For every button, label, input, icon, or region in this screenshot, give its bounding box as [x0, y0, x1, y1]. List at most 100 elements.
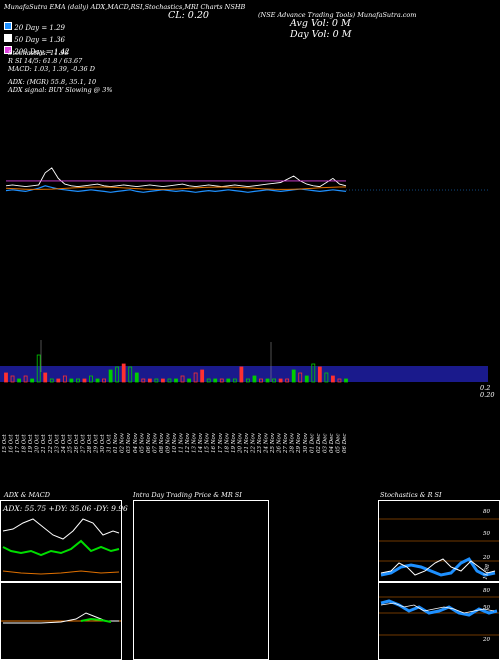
legend-item-20day: 20 Day = 1.29	[4, 22, 69, 32]
x-tick-label-47: 01 Dec	[309, 434, 315, 454]
ticker-note: (NSE Advance Trading Tools) MunafaSutra.…	[258, 11, 417, 19]
x-tick-label-44: 28 Nov	[290, 432, 296, 454]
adx-lines	[2, 518, 120, 575]
x-tick-label-25: 09 Nov	[165, 432, 171, 453]
macd-panel	[0, 582, 122, 660]
candle-45	[298, 372, 303, 383]
price-axis-top: 0.2	[480, 384, 491, 392]
candle-51	[337, 378, 342, 383]
x-tick-label-1: 16 Oct	[9, 434, 15, 453]
candle-11	[76, 378, 80, 383]
rsi-tick-80: 80	[483, 588, 490, 594]
x-tick-label-8: 23 Oct	[54, 434, 60, 454]
x-tick-label-49: 03 Dec	[322, 434, 328, 454]
stoch-lines	[379, 518, 499, 577]
candle-46	[304, 375, 309, 383]
candle-28	[187, 378, 191, 383]
candle-27	[180, 375, 185, 383]
candle-19	[128, 366, 133, 383]
candle-48	[317, 366, 322, 383]
candle-35	[232, 378, 237, 383]
adx-panel: ADX: 55.75 +DY: 35.06 -DY: 9.96	[0, 500, 128, 582]
legend-item-200day: 200 Day = 1.42	[4, 46, 69, 56]
x-tick-label-29: 13 Nov	[192, 432, 198, 453]
x-tick-label-42: 26 Nov	[277, 432, 283, 454]
x-tick-label-17: 01 Nov	[113, 432, 119, 453]
candle-3	[23, 375, 28, 383]
adx-signal: ADX signal: BUY Slowing @ 3%	[8, 86, 113, 94]
candle-49	[324, 372, 329, 383]
x-tick-label-30: 14 Nov	[198, 432, 204, 453]
stochastics-readout: Stochastics: 11.98	[8, 49, 69, 57]
x-tick-label-5: 20 Oct	[35, 434, 41, 454]
x-tick-label-26: 10 Nov	[172, 432, 178, 453]
ema-reference-line	[5, 186, 346, 190]
candle-20	[134, 372, 139, 383]
candle-4	[30, 378, 35, 383]
minus-di-line	[2, 570, 120, 575]
rsi-tick-50: 50	[483, 605, 490, 611]
candle-0	[4, 372, 8, 383]
stoch-tick-20: 20	[483, 555, 490, 561]
macd-readout: MACD: 1.03, 1.39, -0.36 D	[8, 65, 95, 73]
candle-22	[147, 378, 152, 383]
candle-52	[344, 378, 348, 383]
candle-44	[291, 369, 296, 383]
adx-panel-title: ADX & MACD	[4, 491, 50, 499]
x-tick-label-41: 25 Nov	[270, 432, 276, 454]
x-tick-label-16: 31 Oct	[107, 434, 113, 453]
x-tick-label-39: 23 Nov	[257, 432, 263, 454]
x-tick-label-50: 04 Dec	[329, 434, 335, 454]
candle-24	[161, 378, 165, 383]
x-tick-label-35: 19 Nov	[231, 432, 237, 453]
candle-26	[174, 378, 178, 383]
x-tick-label-34: 18 Nov	[224, 432, 230, 453]
series-line-2	[5, 167, 347, 188]
candle-25	[167, 378, 172, 383]
candle-21	[141, 378, 146, 383]
x-tick-label-27: 11 Nov	[179, 432, 185, 453]
legend: 20 Day = 1.29 50 Day = 1.36 200 Day = 1.…	[4, 22, 69, 56]
x-tick-label-38: 22 Nov	[250, 432, 256, 454]
x-tick-label-18: 02 Nov	[120, 432, 126, 453]
candle-31	[206, 378, 211, 383]
rsi-panel: 80 50 20	[378, 582, 500, 660]
candle-36	[239, 366, 244, 383]
rsi-tick-20: 20	[483, 637, 490, 643]
day-volume: Day Vol: 0 M	[290, 29, 352, 40]
candle-40	[265, 378, 270, 383]
legend-label-200day: 200 Day = 1.42	[14, 48, 70, 56]
stoch-panel-title: Stochastics & R SI	[380, 491, 442, 499]
candle-50	[331, 375, 335, 383]
x-tick-label-12: 27 Oct	[80, 434, 86, 454]
candle-18	[121, 363, 126, 383]
candle-1	[10, 375, 15, 383]
legend-label-20day: 20 Day = 1.29	[14, 24, 66, 32]
x-tick-label-31: 15 Nov	[205, 432, 211, 453]
candle-17	[115, 366, 120, 383]
candle-37	[246, 378, 250, 383]
candle-38	[252, 375, 257, 383]
candle-29	[193, 372, 198, 383]
price-axis-bottom: 0.20	[480, 391, 495, 399]
candle-10	[69, 378, 74, 383]
intraday-panel	[133, 500, 269, 660]
legend-swatch-20day	[4, 22, 12, 30]
x-tick-label-15: 30 Oct	[100, 434, 106, 453]
x-tick-label-20: 04 Nov	[133, 432, 139, 453]
candle-23	[154, 378, 159, 383]
stoch-tick-50: 50	[483, 531, 490, 537]
macd-signal-line	[80, 617, 112, 623]
x-tick-label-14: 29 Oct	[94, 434, 100, 454]
candle-14	[95, 378, 100, 383]
candle-15	[102, 378, 106, 383]
x-tick-label-21: 05 Nov	[139, 432, 145, 453]
close-label: CL: 0.20	[168, 10, 209, 21]
x-tick-label-3: 18 Oct	[22, 434, 28, 453]
x-tick-label-10: 25 Oct	[67, 434, 73, 454]
candle-9	[62, 375, 67, 383]
candle-16	[108, 369, 113, 383]
candle-34	[226, 378, 231, 383]
candle-42	[278, 378, 283, 383]
candle-2	[17, 378, 21, 383]
